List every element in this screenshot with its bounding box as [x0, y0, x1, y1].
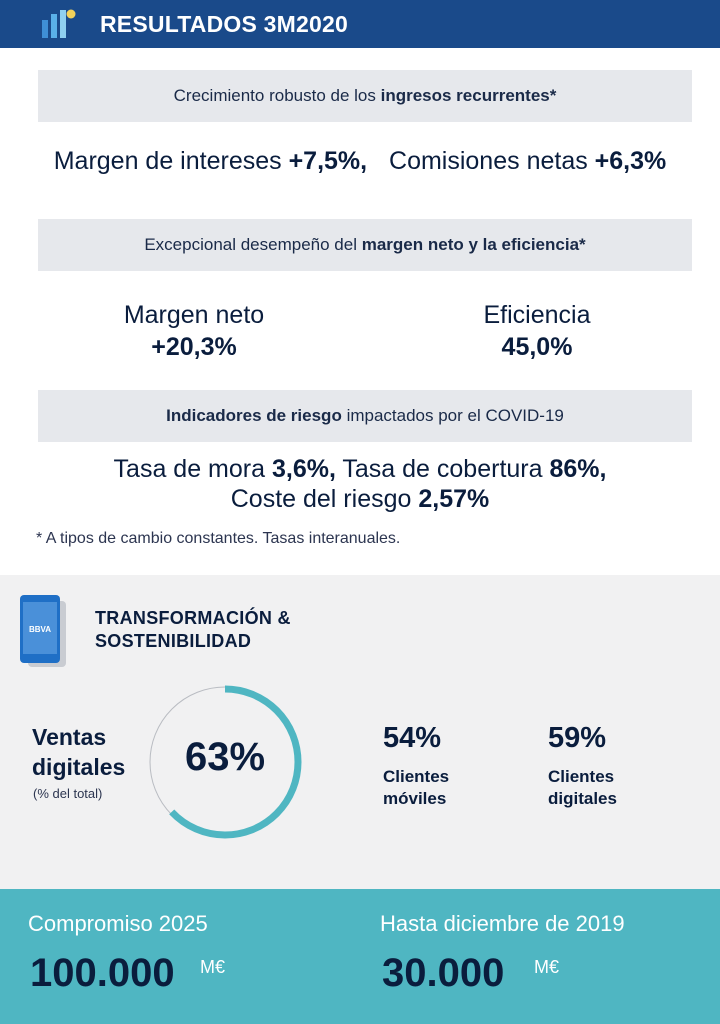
commitment-2025-label: Compromiso 2025 [28, 911, 208, 936]
mobile-customers-value: 54% [383, 722, 442, 754]
net-margin-metric: Margen neto +20,3% [74, 299, 314, 363]
bar-chart-icon [42, 9, 76, 38]
npl-label: Tasa de mora [113, 455, 272, 483]
digital-sales-label: Ventas digitales [32, 722, 125, 782]
margin-efficiency-band: Excepcional desempeño del margen neto y … [38, 219, 692, 271]
net-margin-label: Margen neto [123, 301, 265, 329]
digital-customers-line1: Clientes [548, 767, 615, 786]
band-text: Excepcional desempeño del [144, 235, 362, 254]
efficiency-value: 45,0% [501, 333, 573, 361]
digital-sales-line1: Ventas [32, 724, 107, 750]
efficiency-metric: Eficiencia 45,0% [417, 299, 657, 363]
net-interest-value: +7,5%, [288, 147, 368, 175]
recurring-income-band: Crecimiento robusto de los ingresos recu… [38, 70, 692, 122]
commitment-2025-unit: M€ [200, 957, 226, 977]
digital-customers-label: Clientes digitales [548, 766, 617, 810]
band-text: Crecimiento robusto de los [173, 86, 381, 105]
mobile-customers-line1: Clientes [383, 767, 450, 786]
digital-sales-line2: digitales [32, 754, 126, 780]
digital-sales-value: 63% [184, 735, 266, 779]
until-2019-value: 30.000 [382, 951, 505, 995]
header-bar: RESULTADOS 3M2020 [0, 0, 720, 48]
digital-sales-ring [148, 685, 302, 839]
ring-progress [148, 685, 302, 839]
net-margin-value: +20,3% [151, 333, 237, 361]
coverage-label: Tasa de cobertura [335, 455, 550, 483]
section-title-line1: TRANSFORMACIÓN & [95, 608, 291, 628]
risk-indicators-band: Indicadores de riesgo impactados por el … [38, 390, 692, 442]
page-title: RESULTADOS 3M2020 [100, 11, 348, 37]
efficiency-label: Eficiencia [483, 301, 591, 329]
cost-of-risk-value: 2,57% [418, 485, 490, 513]
sustainable-finance-section: Compromiso 2025 100.000 M€ Hasta diciemb… [0, 889, 720, 1024]
band-text: impactados por el COVID-19 [341, 406, 564, 425]
digital-customers-value: 59% [548, 722, 607, 754]
mobile-customers-line2: móviles [383, 789, 447, 808]
band-highlight: margen neto y la eficiencia* [361, 235, 586, 254]
net-fees-value: +6,3% [594, 147, 667, 175]
risk-figures-line2: Coste del riesgo 2,57% [0, 485, 720, 514]
smartphone-icon: BBVA [20, 595, 66, 667]
section-title-line2: SOSTENIBILIDAD [95, 631, 252, 651]
band-highlight: ingresos recurrentes* [380, 86, 557, 105]
section-title: TRANSFORMACIÓN & SOSTENIBILIDAD [95, 607, 291, 653]
coverage-value: 86%, [549, 455, 607, 483]
digital-sales-sublabel: (% del total) [33, 786, 103, 801]
footnote: * A tipos de cambio constantes. Tasas in… [36, 530, 401, 547]
commitment-2025-value: 100.000 [30, 951, 175, 995]
digital-customers-line2: digitales [548, 789, 617, 808]
cost-of-risk-label: Coste del riesgo [230, 485, 419, 513]
net-interest-label: Margen de intereses [53, 147, 289, 175]
risk-figures-line1: Tasa de mora 3,6%, Tasa de cobertura 86%… [0, 455, 720, 484]
recurring-income-figures: Margen de intereses +7,5%, Comisiones ne… [0, 147, 720, 176]
phone-brand-label: BBVA [29, 625, 51, 634]
until-2019-unit: M€ [534, 957, 560, 977]
until-2019-label: Hasta diciembre de 2019 [380, 911, 625, 936]
transformation-section: BBVA TRANSFORMACIÓN & SOSTENIBILIDAD Ven… [0, 575, 720, 889]
net-fees-label: Comisiones netas [389, 147, 595, 175]
mobile-customers-label: Clientes móviles [383, 766, 449, 810]
npl-value: 3,6%, [271, 455, 336, 483]
band-highlight: Indicadores de riesgo [166, 406, 342, 425]
